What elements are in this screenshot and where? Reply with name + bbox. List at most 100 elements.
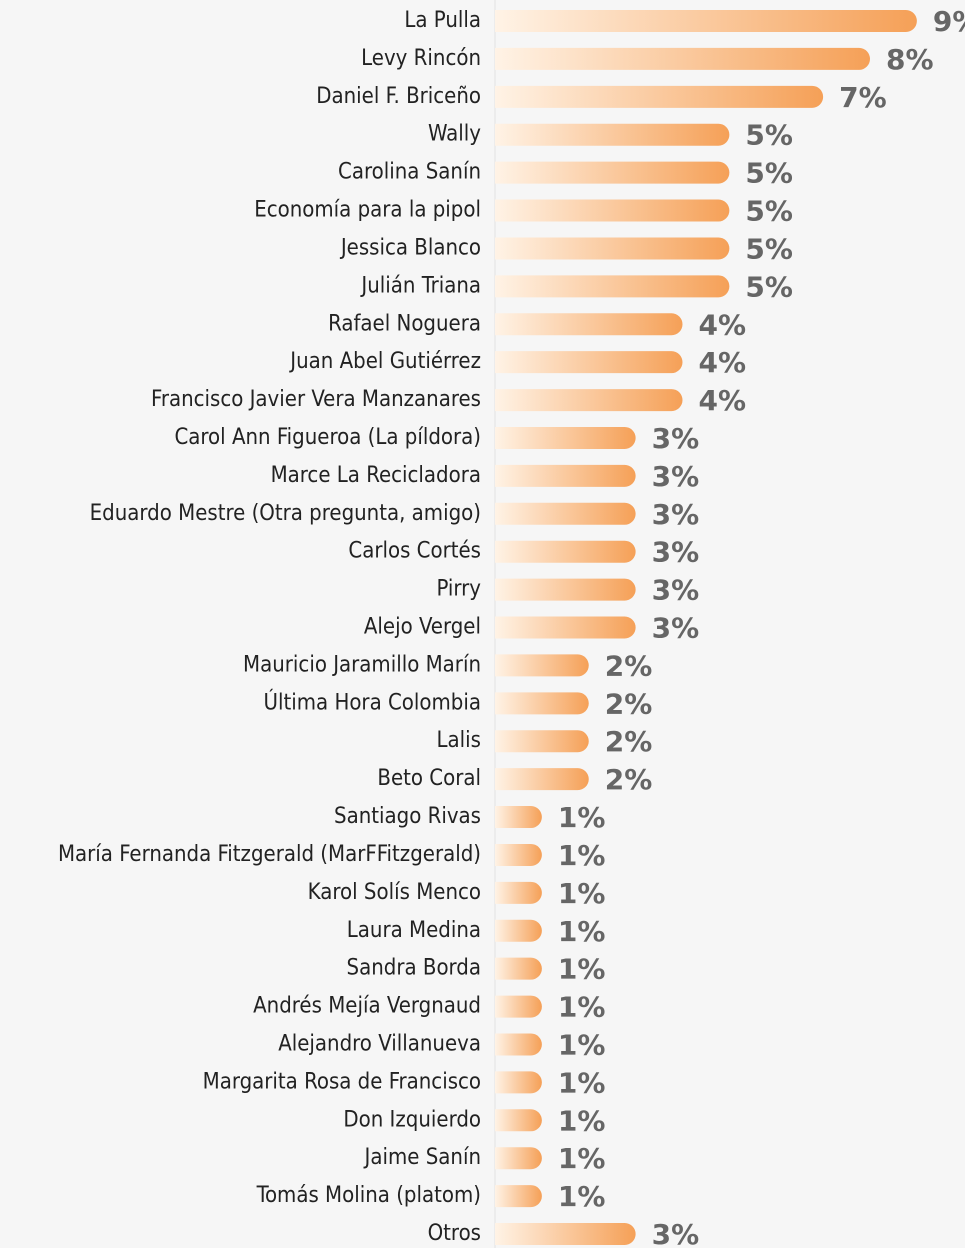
category-label: Economía para la pipol bbox=[254, 198, 481, 223]
bar bbox=[495, 1109, 542, 1132]
value-label: 3% bbox=[652, 536, 700, 569]
category-label: Don Izquierdo bbox=[343, 1107, 481, 1132]
category-label: Tomás Molina (platom) bbox=[256, 1183, 481, 1208]
value-label: 1% bbox=[558, 991, 606, 1024]
bar bbox=[495, 768, 589, 791]
value-label: 8% bbox=[886, 43, 934, 76]
bar bbox=[495, 730, 589, 753]
bar bbox=[495, 1071, 542, 1094]
bar bbox=[495, 502, 636, 525]
bar bbox=[495, 654, 589, 677]
bar bbox=[495, 1033, 542, 1056]
category-label: Wally bbox=[428, 122, 481, 147]
value-label: 5% bbox=[745, 270, 793, 303]
bar bbox=[495, 616, 636, 639]
value-label: 7% bbox=[839, 81, 887, 114]
value-label: 3% bbox=[652, 460, 700, 493]
category-label: Carlos Cortés bbox=[348, 539, 481, 564]
category-label: Mauricio Jaramillo Marín bbox=[243, 652, 481, 677]
bar bbox=[495, 10, 917, 32]
value-label: 5% bbox=[745, 119, 793, 152]
category-label: Rafael Noguera bbox=[328, 311, 481, 336]
bar bbox=[495, 199, 730, 222]
category-label: Sandra Borda bbox=[347, 956, 481, 981]
value-label: 4% bbox=[699, 384, 747, 417]
category-label: Juan Abel Gutiérrez bbox=[288, 349, 481, 374]
value-label: 5% bbox=[745, 232, 793, 265]
bar bbox=[495, 275, 730, 298]
bar bbox=[495, 161, 730, 184]
value-label: 4% bbox=[699, 346, 747, 379]
value-label: 1% bbox=[558, 915, 606, 948]
bar bbox=[495, 1223, 636, 1245]
category-label: Julián Triana bbox=[359, 273, 481, 298]
bar bbox=[495, 389, 683, 412]
category-label: Última Hora Colombia bbox=[264, 689, 482, 715]
category-label: Eduardo Mestre (Otra pregunta, amigo) bbox=[90, 501, 481, 526]
bar bbox=[495, 313, 683, 336]
bar bbox=[495, 237, 730, 260]
category-label: Alejo Vergel bbox=[364, 615, 481, 640]
value-label: 1% bbox=[558, 1028, 606, 1061]
value-label: 1% bbox=[558, 1142, 606, 1175]
value-label: 1% bbox=[558, 839, 606, 872]
bar bbox=[495, 692, 589, 715]
category-label: Karol Solís Menco bbox=[308, 880, 481, 905]
category-label: Beto Coral bbox=[377, 766, 481, 791]
category-label: Marce La Recicladora bbox=[271, 463, 481, 488]
value-label: 2% bbox=[605, 763, 653, 796]
value-label: 3% bbox=[652, 498, 700, 531]
value-label: 5% bbox=[745, 157, 793, 190]
bar bbox=[495, 123, 730, 146]
bar bbox=[495, 843, 542, 866]
bar bbox=[495, 957, 542, 980]
category-label: La Pulla bbox=[404, 8, 481, 33]
value-label: 3% bbox=[652, 574, 700, 607]
value-label: 1% bbox=[558, 1180, 606, 1213]
bar bbox=[495, 578, 636, 601]
value-label: 4% bbox=[699, 308, 747, 341]
category-label: Santiago Rivas bbox=[334, 804, 481, 829]
bar bbox=[495, 540, 636, 563]
value-label: 1% bbox=[558, 801, 606, 834]
bar bbox=[495, 1185, 542, 1208]
bar bbox=[495, 806, 542, 829]
value-label: 1% bbox=[558, 1066, 606, 1099]
bar bbox=[495, 881, 542, 904]
value-label: 1% bbox=[558, 1104, 606, 1137]
category-label: Francisco Javier Vera Manzanares bbox=[151, 387, 481, 412]
category-label: Alejandro Villanueva bbox=[278, 1031, 481, 1056]
value-label: 3% bbox=[652, 1218, 700, 1248]
category-label: Margarita Rosa de Francisco bbox=[203, 1069, 481, 1094]
category-label: María Fernanda Fitzgerald (MarFFitzgeral… bbox=[58, 842, 481, 867]
bar bbox=[495, 85, 824, 108]
category-label: Lalis bbox=[437, 728, 481, 753]
bar bbox=[495, 995, 542, 1018]
value-label: 3% bbox=[652, 422, 700, 455]
category-label: Jaime Sanín bbox=[363, 1145, 482, 1170]
category-label: Daniel F. Briceño bbox=[316, 84, 481, 109]
category-label: Otros bbox=[428, 1221, 481, 1246]
value-label: 9% bbox=[933, 5, 965, 38]
value-label: 5% bbox=[745, 195, 793, 228]
bar bbox=[495, 1147, 542, 1170]
value-label: 2% bbox=[605, 725, 653, 758]
category-label: Jessica Blanco bbox=[339, 235, 481, 260]
category-label: Pirry bbox=[436, 577, 481, 602]
category-label: Carol Ann Figueroa (La píldora) bbox=[174, 425, 481, 450]
value-label: 2% bbox=[605, 649, 653, 682]
bar bbox=[495, 47, 870, 70]
category-label: Levy Rincón bbox=[361, 46, 481, 71]
value-label: 1% bbox=[558, 953, 606, 986]
value-label: 1% bbox=[558, 877, 606, 910]
category-label: Laura Medina bbox=[347, 918, 481, 943]
bar bbox=[495, 351, 683, 374]
bar bbox=[495, 464, 636, 487]
bar bbox=[495, 919, 542, 942]
value-label: 3% bbox=[652, 612, 700, 645]
value-label: 2% bbox=[605, 687, 653, 720]
category-label: Andrés Mejía Vergnaud bbox=[253, 994, 481, 1019]
category-label: Carolina Sanín bbox=[338, 160, 481, 185]
